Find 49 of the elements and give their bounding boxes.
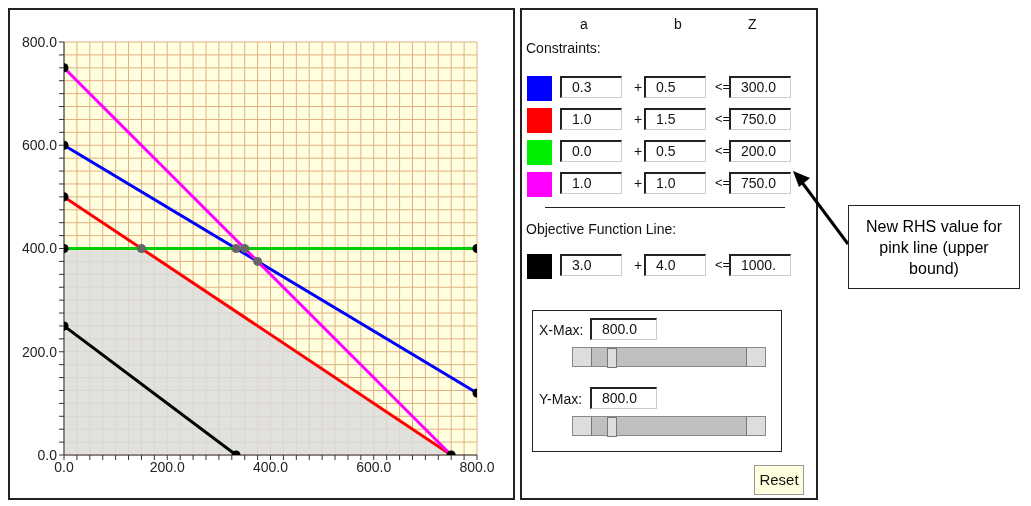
text: + <box>634 111 643 127</box>
text: <= <box>715 143 731 158</box>
text-field: 1000. <box>729 254 791 276</box>
text-field: 0.3 <box>560 76 622 98</box>
text-field: 800.0 <box>590 318 657 340</box>
y-tick-label: 400.0 <box>21 240 58 257</box>
text-field: 800.0 <box>590 387 657 409</box>
reset-button: Reset <box>754 465 804 495</box>
text-field: 0.5 <box>644 140 706 162</box>
y-tick-label: 200.0 <box>21 343 58 360</box>
point <box>136 243 146 254</box>
text-field: 750.0 <box>729 172 791 194</box>
text-field: 1.0 <box>644 172 706 194</box>
text: Y-Max: <box>539 391 583 407</box>
text: Constraints: <box>526 40 601 56</box>
text: <= <box>715 79 731 94</box>
text-field: 1.0 <box>560 108 622 130</box>
text: Objective Function Line: <box>526 221 677 237</box>
text-field: 1.0 <box>560 172 622 194</box>
y-tick-label: 600.0 <box>21 137 58 154</box>
text: New RHS value for pink line (upper bound) <box>848 205 1020 289</box>
x-tick-label: 800.0 <box>459 458 495 475</box>
y-tick-label: 0.0 <box>37 446 58 463</box>
text: a <box>580 16 588 32</box>
text-field: 1.5 <box>644 108 706 130</box>
text: + <box>634 175 643 191</box>
x-tick-label: 600.0 <box>356 458 392 475</box>
point <box>253 256 263 266</box>
text-field: 4.0 <box>644 254 706 276</box>
text: X-Max: <box>539 322 584 338</box>
text-field: 0.0 <box>560 140 622 162</box>
x-tick-label: 200.0 <box>149 458 185 475</box>
text: + <box>634 143 643 159</box>
text: b <box>674 16 682 32</box>
text-field: 300.0 <box>729 76 791 98</box>
text: <= <box>715 175 731 190</box>
y-tick-label: 800.0 <box>21 33 58 50</box>
text-field: 200.0 <box>729 140 791 162</box>
text-field: 0.5 <box>644 76 706 98</box>
text: <= <box>715 111 731 126</box>
text-field: 750.0 <box>729 108 791 130</box>
point <box>240 243 250 254</box>
text: + <box>634 257 643 273</box>
x-tick-label: 400.0 <box>252 458 289 475</box>
text: <= <box>715 257 731 272</box>
text: Z <box>748 16 757 32</box>
text-field: 3.0 <box>560 254 622 276</box>
text: + <box>634 79 643 95</box>
point <box>231 243 241 254</box>
